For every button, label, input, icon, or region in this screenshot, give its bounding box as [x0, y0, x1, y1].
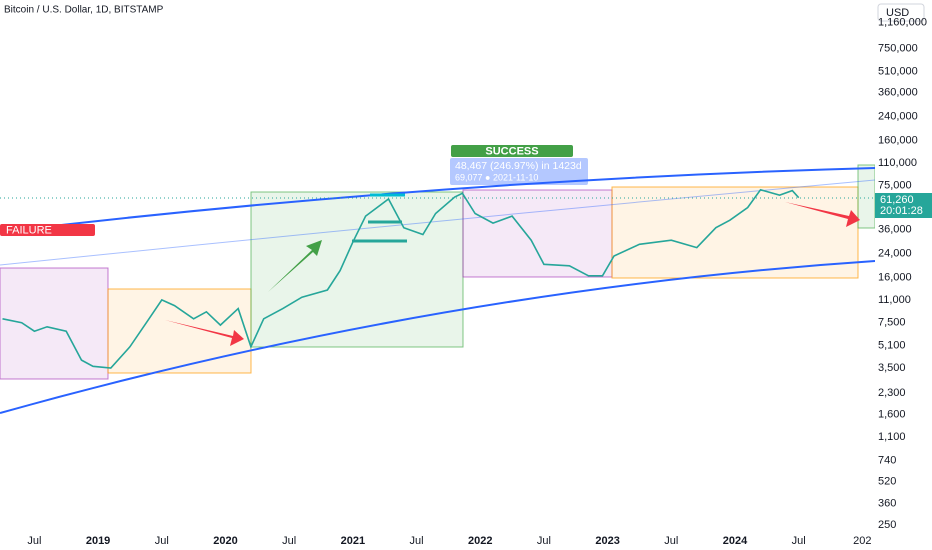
range-box — [107, 288, 252, 374]
y-tick-label: 240,000 — [878, 110, 918, 122]
y-tick-label: 7,500 — [878, 317, 906, 329]
x-tick-label: 2023 — [595, 535, 619, 547]
currency-box — [877, 3, 925, 22]
x-tick-label: 2020 — [213, 535, 237, 547]
y-tick-label: 750,000 — [878, 43, 918, 55]
y-tick-label: 75,000 — [878, 180, 912, 192]
y-tick-label: 1,600 — [878, 409, 906, 421]
y-tick-label: 1,160,000 — [878, 17, 927, 29]
y-tick-label: 1,100 — [878, 431, 906, 443]
x-tick-label: 2024 — [723, 535, 748, 547]
y-tick-label: 250 — [878, 519, 896, 531]
price-tag-box — [875, 193, 932, 218]
peak-label: 69,077 ● 2021-11-10 — [455, 172, 538, 182]
x-tick-label: Jul — [792, 535, 806, 547]
x-tick-label: Jul — [27, 535, 41, 547]
y-tick-label: 36,000 — [878, 223, 912, 235]
y-tick-label: 5,100 — [878, 340, 906, 352]
y-tick-label: 160,000 — [878, 135, 918, 147]
range-box — [857, 164, 876, 229]
range-box — [462, 189, 613, 278]
measure-box — [450, 158, 588, 185]
axes: 1,160,000 750,000 510,000 360,000 240,000 160… — [27, 17, 927, 547]
plot — [2, 188, 800, 369]
success-label: SUCCESS — [485, 145, 538, 157]
currency: USD — [886, 7, 909, 19]
y-tick-label: 24,000 — [878, 247, 912, 259]
y-tick-label: 2,300 — [878, 387, 906, 399]
range-box — [611, 186, 859, 279]
y-tick-label: 16,000 — [878, 272, 912, 284]
channel-line — [0, 260, 876, 414]
y-tick-label: 360,000 — [878, 86, 918, 98]
badge — [451, 145, 573, 157]
y-tick-label: 11,000 — [878, 294, 911, 306]
guide-line — [0, 179, 876, 266]
y-tick-label: 740 — [878, 454, 896, 466]
range-box — [250, 191, 464, 348]
chart-title: Bitcoin / U.S. Dollar, 1D, BITSTAMP — [4, 5, 164, 16]
price-line — [2, 188, 800, 369]
drawings — [0, 164, 876, 414]
x-tick-label: 2019 — [86, 535, 110, 547]
x-tick-label: Jul — [155, 535, 169, 547]
last-price: 61,260 — [880, 194, 914, 206]
channel-line — [0, 167, 876, 233]
x-tick-label: Jul — [537, 535, 551, 547]
x-tick-label: 2022 — [468, 535, 492, 547]
x-tick-label: Jul — [409, 535, 423, 547]
price-tag: 61,260 20:01:28 — [875, 193, 932, 218]
measure-label: 48,467 (246.97%) in 1423d — [455, 160, 582, 172]
y-tick-label: 110,000 — [878, 157, 917, 169]
badge — [0, 224, 95, 236]
x-tick-label: Jul — [664, 535, 678, 547]
x-tick-label: Jul — [282, 535, 296, 547]
x-tick-label: 2021 — [341, 535, 365, 547]
price-axis — [875, 0, 932, 550]
range-box — [0, 267, 109, 380]
y-tick-label: 360 — [878, 497, 896, 509]
failure-label: FAILURE — [6, 224, 52, 236]
x-tick-label: 202 — [853, 535, 871, 547]
y-tick-label: 520 — [878, 475, 896, 487]
countdown: 20:01:28 — [880, 205, 923, 217]
y-tick-label: 510,000 — [878, 66, 918, 78]
arrow — [268, 240, 322, 292]
y-tick-label: 3,500 — [878, 362, 906, 374]
